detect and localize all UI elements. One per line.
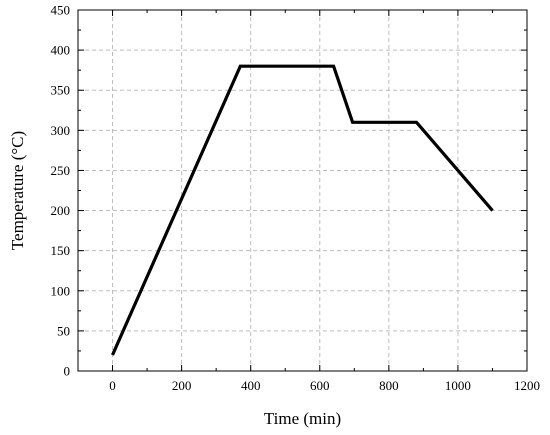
y-tick-label: 200 xyxy=(51,203,71,218)
x-axis-title: Time (min) xyxy=(264,409,341,428)
x-tick-label: 800 xyxy=(379,378,399,393)
y-tick-label: 100 xyxy=(51,283,71,298)
y-tick-label: 0 xyxy=(64,364,71,379)
x-tick-label: 1200 xyxy=(514,378,540,393)
x-tick-label: 0 xyxy=(109,378,116,393)
series-line-0 xyxy=(111,64,494,356)
x-tick-label: 400 xyxy=(241,378,261,393)
series-layer xyxy=(111,64,494,356)
y-tick-label: 50 xyxy=(57,323,70,338)
y-tick-label: 450 xyxy=(51,3,71,18)
y-tick-label: 150 xyxy=(51,243,71,258)
x-tick-label: 600 xyxy=(310,378,330,393)
y-axis-title: Temperature (°C) xyxy=(8,131,27,250)
plot-frame xyxy=(77,9,528,372)
grid xyxy=(78,10,527,371)
x-tick-label: 1000 xyxy=(445,378,471,393)
axis-ticks: 0 200 400 600 800 1000 1200 0 50 100 150 200 250 300 3… xyxy=(51,3,541,394)
y-tick-label: 250 xyxy=(51,163,71,178)
y-tick-label: 400 xyxy=(51,43,71,58)
y-tick-label: 350 xyxy=(51,83,71,98)
x-tick-label: 200 xyxy=(172,378,192,393)
y-tick-label: 300 xyxy=(51,123,71,138)
